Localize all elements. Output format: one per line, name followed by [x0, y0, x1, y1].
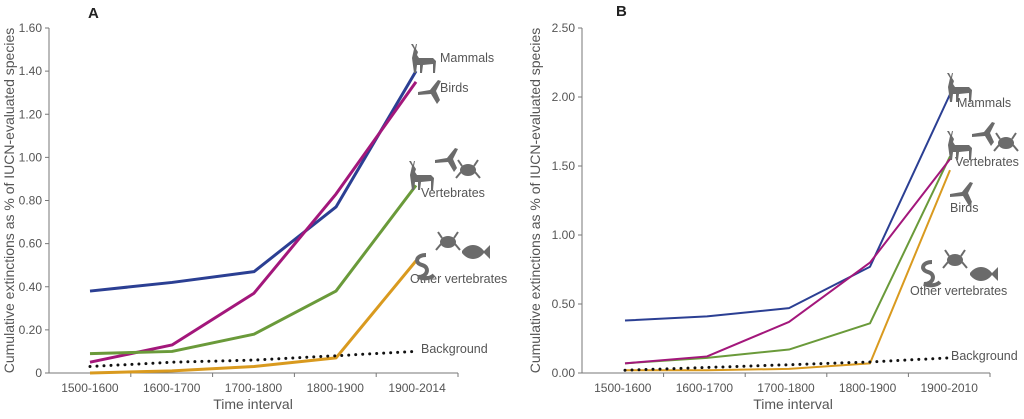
y-axis-label: Cumulative extinctions as % of IUCN-eval… — [527, 28, 543, 374]
y-tick-label: 1.40 — [19, 64, 43, 78]
frog-icon — [998, 137, 1014, 149]
fish-icon — [462, 245, 490, 259]
y-tick-label: 0.50 — [552, 297, 576, 311]
x-tick-label: 1800-1900 — [839, 381, 897, 395]
frog-icon — [440, 236, 456, 248]
y-tick-label: 0.60 — [19, 237, 43, 251]
y-tick-label: 0.00 — [552, 366, 576, 380]
x-tick-label: 1700-1800 — [225, 381, 283, 395]
y-tick-label: 0.20 — [19, 323, 43, 337]
x-tick-label: 1700-1800 — [757, 381, 815, 395]
series-annotation: Birds — [440, 81, 468, 95]
y-axis-label: Cumulative extinctions as % of IUCN-eval… — [1, 28, 17, 374]
chart-panel-b: B 0.00 0.50 1.00 1.50 2.00 2.50 1500-1600 1600-1… — [527, 3, 1019, 412]
x-tick-label: 1600-1700 — [676, 381, 734, 395]
y-tick-label: 2.50 — [552, 21, 576, 35]
y-tick-label: 0.40 — [19, 280, 43, 294]
series-annotation: Mammals — [957, 96, 1011, 110]
frog-icon — [460, 164, 476, 176]
bird-icon — [435, 148, 458, 172]
series-line-vertebrates — [625, 156, 950, 363]
x-tick-label: 1800-1900 — [307, 381, 365, 395]
snake-icon — [923, 262, 940, 285]
y-tick-label: 0 — [35, 366, 42, 380]
fish-icon — [970, 267, 998, 281]
y-tick-label: 2.00 — [552, 90, 576, 104]
y-tick-label: 0.80 — [19, 194, 43, 208]
x-tick-label: 1900-2014 — [388, 381, 446, 395]
x-tick-label: 1500-1600 — [61, 381, 119, 395]
bird-icon — [418, 80, 441, 104]
panel-label: B — [616, 3, 627, 20]
series-annotation: Vertebrates — [421, 186, 485, 200]
deer-icon — [411, 44, 436, 73]
x-tick-label: 1900-2010 — [921, 381, 979, 395]
series-line-mammals — [90, 71, 416, 291]
series-annotation: Birds — [950, 201, 978, 215]
series-annotation: Background — [421, 342, 488, 356]
y-tick-label: 1.20 — [19, 107, 43, 121]
series-annotation: Background — [951, 349, 1018, 363]
y-tick-label: 1.50 — [552, 159, 576, 173]
frog-icon — [947, 254, 963, 266]
series-annotation: Vertebrates — [955, 155, 1019, 169]
series-line-vertebrates — [90, 185, 416, 353]
series-line-other-vertebrates — [90, 261, 416, 373]
x-tick-label: 1600-1700 — [143, 381, 201, 395]
y-tick-label: 1.00 — [19, 150, 43, 164]
x-axis-label: Time interval — [753, 396, 833, 412]
panel-label: A — [88, 5, 99, 22]
series-annotation: Mammals — [440, 51, 494, 65]
x-tick-label: 1500-1600 — [594, 381, 652, 395]
chart-panel-a: A 0 0.20 0.40 0.60 0.80 1.00 1.20 1.40 1.60 1500-1… — [1, 5, 507, 412]
y-tick-label: 1.00 — [552, 228, 576, 242]
x-axis-label: Time interval — [213, 396, 293, 412]
y-tick-label: 1.60 — [19, 21, 43, 35]
series-line-birds — [625, 159, 950, 363]
bird-icon — [972, 122, 995, 146]
